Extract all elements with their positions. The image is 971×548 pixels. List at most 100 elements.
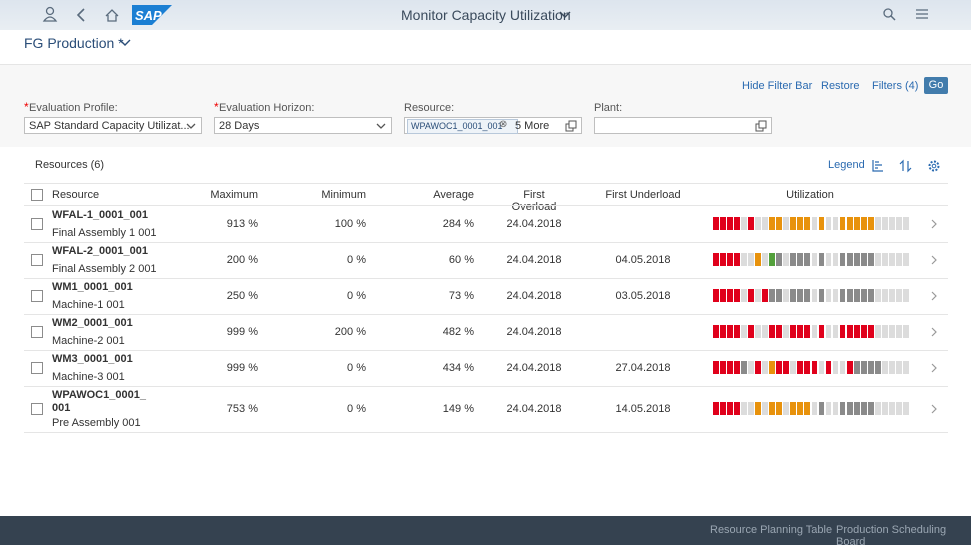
token[interactable]: WPAWOC1_0001_001 [407, 119, 518, 134]
resource-id[interactable]: WM2_0001_001 [52, 317, 133, 329]
more-link[interactable]: 5 More [515, 120, 550, 132]
header-checkbox[interactable] [31, 189, 43, 201]
field-input[interactable]: WPAWOC1_0001_001 ⊗ 5 More [404, 117, 582, 134]
filter-action[interactable]: Filters (4) [872, 80, 919, 92]
utilization-cell [783, 217, 790, 230]
utilization-cell [853, 402, 860, 415]
utilization-cell [727, 361, 733, 374]
shell-right-icons[interactable] [882, 7, 942, 23]
shell-icons [42, 6, 119, 22]
row-checkbox[interactable] [31, 326, 43, 338]
utilization-cell [860, 325, 867, 338]
utilization-cell [748, 402, 754, 415]
utilization-cell [811, 361, 818, 374]
resource-id[interactable]: WPAWOC1_0001_001 [52, 389, 146, 414]
legend-button[interactable]: Legend [828, 159, 865, 171]
row-checkbox[interactable] [31, 403, 43, 415]
utilization-cell [790, 361, 797, 374]
row-navigation[interactable] [930, 219, 938, 229]
app-title[interactable]: Monitor Capacity Utilization [401, 7, 571, 23]
filter-action[interactable]: Hide Filter Bar [742, 80, 813, 92]
maximum: 250 % [226, 290, 258, 302]
utilization-cell [818, 325, 825, 338]
filter-action[interactable]: Restore [821, 80, 860, 92]
row-navigation[interactable] [930, 327, 938, 337]
row-checkbox[interactable] [31, 362, 43, 374]
row-checkbox[interactable] [31, 290, 43, 302]
resource-id[interactable]: WFAL-1_0001_001 [52, 209, 148, 221]
utilization-cell [713, 325, 719, 338]
variant-name[interactable]: FG Production * [24, 35, 124, 51]
utilization-cell [895, 402, 902, 415]
utilization-cell [895, 325, 902, 338]
field-input[interactable]: SAP Standard Capacity Utilizat... [24, 117, 202, 134]
utilization-cell [839, 253, 846, 266]
utilization-cell [881, 325, 888, 338]
utilization-cell [762, 325, 769, 338]
utilization-cell [769, 361, 776, 374]
row-navigation[interactable] [930, 363, 938, 373]
resource-id[interactable]: WFAL-2_0001_001 [52, 245, 148, 257]
utilization-cell [804, 217, 811, 230]
variant-bar: FG Production * [0, 30, 971, 65]
utilization-cell [888, 253, 895, 266]
average: 73 % [448, 290, 474, 302]
footer-button[interactable]: Production Scheduling Board [836, 524, 947, 548]
first-overload: 24.04.2018 [506, 326, 562, 338]
utilization-cell [846, 325, 853, 338]
utilization-cell [888, 361, 895, 374]
first-underload: 27.04.2018 [615, 362, 671, 374]
resource-id[interactable]: WM3_0001_001 [52, 353, 133, 365]
dropdown-icon[interactable] [375, 120, 387, 132]
maximum: 999 % [226, 326, 258, 338]
utilization-cell [748, 325, 754, 338]
required-marker: * [24, 100, 29, 114]
utilization-cell [895, 253, 902, 266]
utilization-cell [853, 289, 860, 302]
utilization-cell [888, 289, 895, 302]
utilization-cell [867, 402, 874, 415]
utilization-cell [741, 325, 747, 338]
row-navigation[interactable] [930, 404, 938, 414]
footer-button[interactable]: Resource Planning Table [710, 524, 833, 536]
row-checkbox[interactable] [31, 218, 43, 230]
utilization-cell [720, 289, 726, 302]
field-value: SAP Standard Capacity Utilizat... [29, 120, 190, 132]
row-checkbox[interactable] [31, 254, 43, 266]
utilization-cell [741, 402, 747, 415]
variant-dropdown[interactable] [118, 37, 132, 49]
utilization-cell [769, 217, 776, 230]
average: 149 % [442, 403, 474, 415]
utilization-cell [867, 361, 874, 374]
utilization-cell [776, 253, 783, 266]
token-remove[interactable]: ⊗ [499, 119, 508, 130]
utilization-cell [762, 253, 769, 266]
field-label: Evaluation Horizon: [219, 102, 315, 114]
go-button[interactable]: Go [924, 77, 948, 94]
maximum: 753 % [226, 403, 258, 415]
utilization-cell [825, 361, 832, 374]
field-input[interactable]: 28 Days [214, 117, 392, 134]
value-help-icon[interactable] [755, 120, 767, 132]
minimum: 0 % [347, 403, 366, 415]
utilization-cell [748, 217, 754, 230]
field-input[interactable] [594, 117, 772, 134]
utilization-cell [713, 217, 719, 230]
utilization-cell [825, 289, 832, 302]
column-header: Utilization [786, 189, 834, 201]
dropdown-icon[interactable] [185, 120, 197, 132]
utilization-cell [867, 289, 874, 302]
utilization-cell [762, 361, 769, 374]
row-navigation[interactable] [930, 291, 938, 301]
utilization-cell [783, 361, 790, 374]
utilization-cell [734, 289, 740, 302]
value-help-icon[interactable] [565, 120, 577, 132]
utilization-cell [720, 402, 726, 415]
utilization-cell [720, 325, 726, 338]
table-toolbar-icons[interactable] [872, 158, 942, 174]
row-navigation[interactable] [930, 255, 938, 265]
resource-id[interactable]: WM1_0001_001 [52, 281, 133, 293]
title-dropdown[interactable] [558, 9, 572, 21]
utilization-cell [839, 361, 846, 374]
utilization-cell [713, 361, 719, 374]
